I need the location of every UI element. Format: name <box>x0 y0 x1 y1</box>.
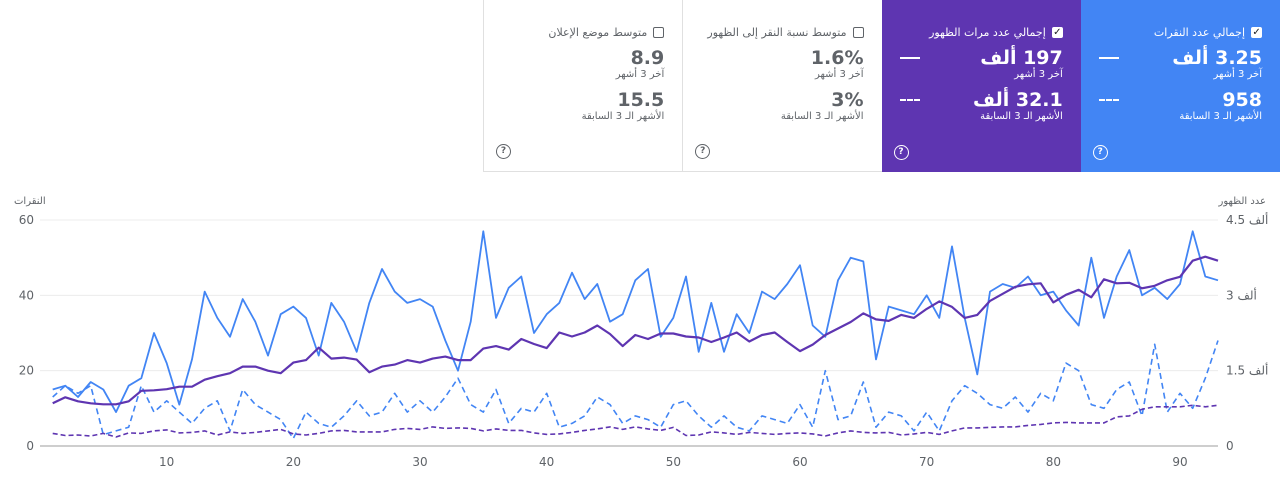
solid-legend-swatch <box>899 57 920 59</box>
current-period-label: آخر 3 أشهر <box>615 69 665 80</box>
current-row: 3.25 ألف آخر 3 أشهر <box>1098 47 1263 81</box>
current-period-label: آخر 3 أشهر <box>1213 69 1263 80</box>
metric-title: متوسط نسبة النقر إلى الظهور <box>707 26 847 39</box>
previous-period-label: الأشهر الـ 3 السابقة <box>980 111 1063 122</box>
left-tick-label: 60 <box>19 213 34 227</box>
current-value: 3.25 ألف <box>1172 47 1262 69</box>
dashed-legend-swatch <box>899 99 920 101</box>
previous-row: 3% الأشهر الـ 3 السابقة <box>701 89 864 123</box>
help-icon[interactable]: ? <box>496 144 511 159</box>
current-row: 1.6% آخر 3 أشهر <box>701 47 864 81</box>
right-tick-label: 0 <box>1226 439 1234 453</box>
card-header: ✓ إجمالي عدد مرات الظهور <box>900 26 1063 39</box>
current-period-label: آخر 3 أشهر <box>815 69 864 80</box>
previous-value: 32.1 ألف <box>972 89 1063 111</box>
x-tick-label: 50 <box>666 455 681 469</box>
metric-checkbox[interactable] <box>653 27 665 38</box>
previous-row: 15.5 الأشهر الـ 3 السابقة <box>502 89 665 123</box>
help-icon[interactable]: ? <box>695 144 711 159</box>
previous-value: 958 <box>1222 89 1262 111</box>
current-row: 8.9 آخر 3 أشهر <box>502 47 665 81</box>
help-icon[interactable]: ? <box>1092 145 1108 160</box>
right-tick-label: 4.5 ألف <box>1226 212 1268 227</box>
x-tick-label: 10 <box>159 455 174 469</box>
dashed-legend-swatch <box>1098 99 1119 101</box>
current-value: 197 ألف <box>980 47 1063 69</box>
metric-title: إجمالي عدد النقرات <box>1153 26 1245 39</box>
series-line-3 <box>52 404 1219 438</box>
x-tick-label: 60 <box>792 455 807 469</box>
previous-row: 958 الأشهر الـ 3 السابقة <box>1098 89 1262 123</box>
left-axis-title: النقرات <box>14 196 46 207</box>
current-value: 8.9 <box>630 47 665 69</box>
current-period-label: آخر 3 أشهر <box>1014 69 1063 80</box>
previous-value: 3% <box>831 89 864 111</box>
left-tick-label: 20 <box>19 364 34 378</box>
current-row: 197 ألف آخر 3 أشهر <box>899 47 1063 81</box>
previous-period-label: الأشهر الـ 3 السابقة <box>1179 111 1262 122</box>
previous-row: 32.1 ألف الأشهر الـ 3 السابقة <box>899 89 1063 123</box>
series-line-2 <box>52 255 1219 406</box>
metric-checkbox[interactable] <box>852 27 864 38</box>
previous-period-label: الأشهر الـ 3 السابقة <box>581 111 665 122</box>
metric-card-position[interactable]: متوسط موضع الإعلان 8.9 آخر 3 أشهر 15.5 ا… <box>483 0 683 172</box>
x-tick-label: 20 <box>286 455 301 469</box>
series-line-1 <box>52 340 1219 440</box>
card-header: متوسط نسبة النقر إلى الظهور <box>701 26 864 39</box>
metric-title: متوسط موضع الإعلان <box>548 26 648 39</box>
x-tick-label: 80 <box>1046 455 1061 469</box>
previous-period-label: الأشهر الـ 3 السابقة <box>780 111 864 122</box>
metric-cards: ✓ إجمالي عدد النقرات 3.25 ألف آخر 3 أشهر… <box>483 0 1280 172</box>
left-tick-label: 40 <box>19 288 34 302</box>
x-tick-label: 70 <box>919 455 934 469</box>
current-value: 1.6% <box>810 47 864 69</box>
previous-value: 15.5 <box>617 89 665 111</box>
x-tick-label: 30 <box>412 455 427 469</box>
card-header: ✓ إجمالي عدد النقرات <box>1099 26 1262 39</box>
help-icon[interactable]: ? <box>893 145 909 160</box>
solid-legend-swatch <box>1098 57 1119 59</box>
metric-card-impressions[interactable]: ✓ إجمالي عدد مرات الظهور 197 ألف آخر 3 أ… <box>881 0 1081 172</box>
right-tick-label: 3 ألف <box>1226 287 1257 302</box>
series-line-0 <box>52 230 1219 414</box>
right-tick-label: 1.5 ألف <box>1226 363 1268 378</box>
metric-checkbox[interactable]: ✓ <box>1051 26 1063 38</box>
metric-card-clicks[interactable]: ✓ إجمالي عدد النقرات 3.25 ألف آخر 3 أشهر… <box>1080 0 1280 172</box>
metric-checkbox[interactable]: ✓ <box>1251 26 1262 38</box>
performance-line-chart: 0 0 20 1.5 ألف 40 3 ألف 60 4.5 ألف 10 20 30 40 50 60 7… <box>19 212 1269 469</box>
metric-card-ctr[interactable]: متوسط نسبة النقر إلى الظهور 1.6% آخر 3 أ… <box>682 0 882 172</box>
metric-title: إجمالي عدد مرات الظهور <box>929 26 1046 39</box>
left-tick-label: 0 <box>26 439 34 453</box>
right-axis-title: عدد الظهور <box>1218 196 1266 207</box>
x-tick-label: 90 <box>1172 455 1187 469</box>
card-header: متوسط موضع الإعلان <box>502 26 665 39</box>
x-tick-label: 40 <box>539 455 554 469</box>
